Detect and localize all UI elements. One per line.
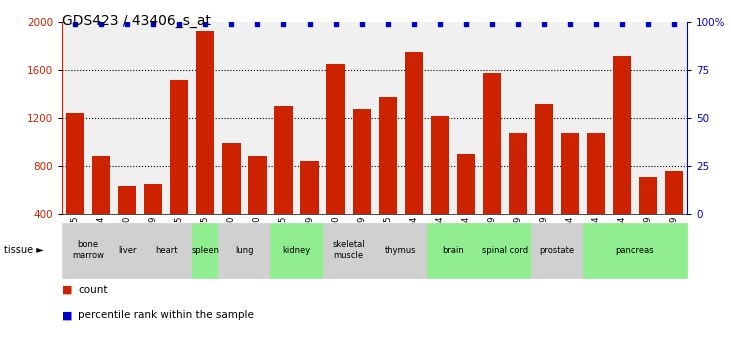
Text: GDS423 / 43406_s_at: GDS423 / 43406_s_at [62,14,211,28]
Bar [249,156,267,262]
Bar [404,52,423,262]
Text: bone
marrow: bone marrow [72,240,105,260]
Bar [639,177,657,262]
Bar [613,56,631,262]
Text: thymus: thymus [385,246,417,255]
Bar [300,161,319,262]
Bar [587,132,605,262]
Text: tissue ►: tissue ► [4,245,43,255]
Bar [379,97,397,262]
Bar [222,143,240,262]
Bar [196,31,214,262]
Text: liver: liver [118,246,137,255]
Bar [118,186,137,262]
Text: skeletal
muscle: skeletal muscle [333,240,365,260]
Bar [665,171,683,262]
Text: kidney: kidney [282,246,311,255]
Bar [274,106,292,262]
Text: prostate: prostate [539,246,575,255]
Text: percentile rank within the sample: percentile rank within the sample [78,310,254,321]
Bar [482,73,501,262]
Bar [509,132,527,262]
Bar [170,80,189,262]
Text: ■: ■ [62,285,72,295]
Bar [352,109,371,262]
Text: brain: brain [442,246,463,255]
Text: ■: ■ [62,310,72,321]
Bar [92,156,110,262]
Text: spinal cord: spinal cord [482,246,528,255]
Text: count: count [78,285,107,295]
Bar [66,114,84,262]
Bar [535,104,553,262]
Bar [144,184,162,262]
Text: heart: heart [155,246,178,255]
Bar [431,116,449,262]
Bar [457,154,475,262]
Text: pancreas: pancreas [616,246,654,255]
Bar [327,64,345,262]
Text: spleen: spleen [192,246,219,255]
Bar [561,132,579,262]
Text: lung: lung [235,246,254,255]
